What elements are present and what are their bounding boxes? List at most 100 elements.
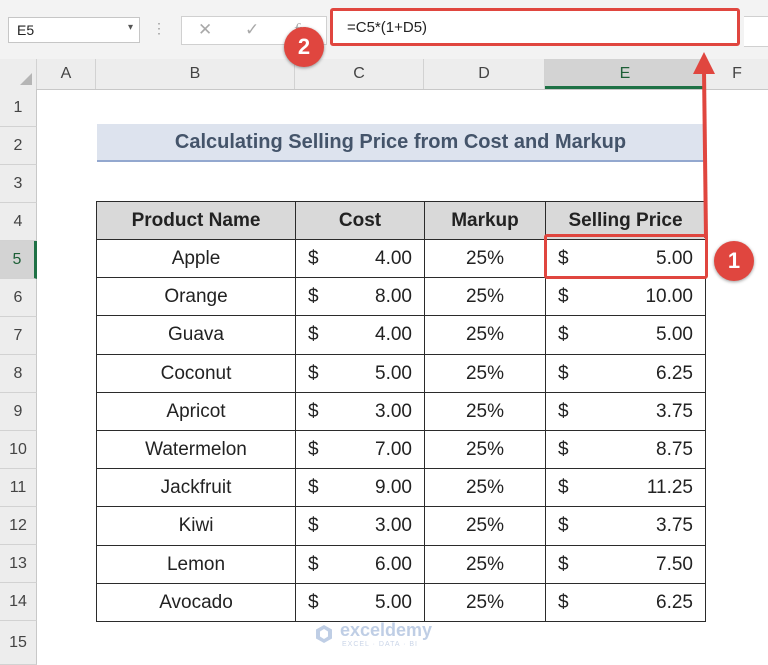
cost-value: 7.00 <box>375 439 412 460</box>
enter-icon[interactable]: ✓ <box>245 20 260 39</box>
cost-value: 9.00 <box>375 477 412 499</box>
row-header-6[interactable]: 6 <box>0 279 37 317</box>
row-header-1[interactable]: 1 <box>0 89 37 127</box>
product-cell[interactable]: Guava <box>97 316 296 355</box>
column-header-b[interactable]: B <box>96 59 295 89</box>
selling-price-value: 3.75 <box>656 515 693 537</box>
row-header-4[interactable]: 4 <box>0 203 37 241</box>
column-header-d[interactable]: D <box>424 59 545 89</box>
product-cell[interactable]: Jackfruit <box>97 469 296 508</box>
select-all-corner[interactable] <box>0 59 37 89</box>
header-markup[interactable]: Markup <box>425 202 546 240</box>
currency-symbol: $ <box>308 286 319 308</box>
product-cell[interactable]: Apple <box>97 240 296 279</box>
product-cell[interactable]: Avocado <box>97 583 296 622</box>
header-selling-price[interactable]: Selling Price <box>546 202 706 240</box>
selling-price-value: 5.00 <box>656 324 693 346</box>
row-header-8[interactable]: 8 <box>0 355 37 393</box>
cost-cell[interactable]: $5.00 <box>296 354 425 393</box>
currency-symbol: $ <box>558 515 569 537</box>
markup-cell[interactable]: 25% <box>425 545 546 584</box>
markup-cell[interactable]: 25% <box>425 240 546 279</box>
selling-price-cell[interactable]: $11.25 <box>546 469 706 508</box>
currency-symbol: $ <box>558 362 569 384</box>
cost-cell[interactable]: $9.00 <box>296 469 425 508</box>
selling-price-cell[interactable]: $5.00 <box>546 316 706 355</box>
formula-input[interactable]: =C5*(1+D5) <box>330 8 740 46</box>
currency-symbol: $ <box>558 477 569 499</box>
row-header-3[interactable]: 3 <box>0 165 37 203</box>
selling-price-cell[interactable]: $3.75 <box>546 392 706 431</box>
column-headers: A B C D E F <box>0 59 768 90</box>
exceldemy-logo-icon <box>316 625 332 643</box>
column-header-e[interactable]: E <box>545 59 706 89</box>
cost-cell[interactable]: $7.00 <box>296 431 425 470</box>
data-table: Product Name Cost Markup Selling Price A… <box>96 201 706 622</box>
currency-symbol: $ <box>558 400 569 422</box>
product-cell[interactable]: Kiwi <box>97 507 296 546</box>
selling-price-value: 3.75 <box>656 400 693 422</box>
selling-price-value: 7.50 <box>656 553 693 575</box>
markup-cell[interactable]: 25% <box>425 469 546 508</box>
cost-value: 5.00 <box>375 591 412 613</box>
markup-cell[interactable]: 25% <box>425 507 546 546</box>
header-cost[interactable]: Cost <box>296 202 425 240</box>
cost-cell[interactable]: $3.00 <box>296 507 425 546</box>
formula-bar: E5 ▾ ⋮ ✕ ✓ fx =C5*(1+D5) <box>0 0 768 60</box>
selling-price-cell[interactable]: $3.75 <box>546 507 706 546</box>
currency-symbol: $ <box>558 591 569 613</box>
markup-cell[interactable]: 25% <box>425 431 546 470</box>
currency-symbol: $ <box>308 553 319 575</box>
cost-cell[interactable]: $4.00 <box>296 240 425 279</box>
product-cell[interactable]: Coconut <box>97 354 296 393</box>
selling-price-value: 8.75 <box>656 439 693 460</box>
row-header-5[interactable]: 5 <box>0 241 37 279</box>
selling-price-cell[interactable]: $7.50 <box>546 545 706 584</box>
cost-value: 3.00 <box>375 400 412 422</box>
selling-price-cell[interactable]: $6.25 <box>546 583 706 622</box>
currency-symbol: $ <box>558 248 569 269</box>
row-header-11[interactable]: 11 <box>0 469 37 507</box>
cost-cell[interactable]: $3.00 <box>296 392 425 431</box>
cost-cell[interactable]: $4.00 <box>296 316 425 355</box>
currency-symbol: $ <box>558 286 569 308</box>
product-cell[interactable]: Orange <box>97 278 296 317</box>
sheet-title[interactable]: Calculating Selling Price from Cost and … <box>97 124 704 162</box>
row-header-15[interactable]: 15 <box>0 621 37 665</box>
row-header-14[interactable]: 14 <box>0 583 37 621</box>
header-product-name[interactable]: Product Name <box>97 202 296 240</box>
markup-cell[interactable]: 25% <box>425 278 546 317</box>
formula-bar-expand[interactable] <box>744 16 768 47</box>
column-header-c[interactable]: C <box>295 59 424 89</box>
row-header-13[interactable]: 13 <box>0 545 37 583</box>
currency-symbol: $ <box>308 362 319 384</box>
currency-symbol: $ <box>558 324 569 346</box>
column-header-f[interactable]: F <box>732 65 742 82</box>
selling-price-value: 11.25 <box>646 477 693 499</box>
product-cell[interactable]: Lemon <box>97 545 296 584</box>
cost-cell[interactable]: $8.00 <box>296 278 425 317</box>
markup-cell[interactable]: 25% <box>425 354 546 393</box>
selling-price-cell[interactable]: $10.00 <box>546 278 706 317</box>
product-cell[interactable]: Watermelon <box>97 431 296 470</box>
cancel-icon[interactable]: ✕ <box>198 20 213 39</box>
row-header-12[interactable]: 12 <box>0 507 37 545</box>
selling-price-cell[interactable]: $6.25 <box>546 354 706 393</box>
name-box[interactable]: E5 ▾ <box>8 17 140 43</box>
row-header-7[interactable]: 7 <box>0 317 37 355</box>
product-cell[interactable]: Apricot <box>97 392 296 431</box>
row-header-2[interactable]: 2 <box>0 127 37 165</box>
column-header-a[interactable]: A <box>37 59 96 89</box>
chevron-down-icon[interactable]: ▾ <box>127 22 133 33</box>
selling-price-cell[interactable]: $8.75 <box>546 431 706 470</box>
step-2-badge: 2 <box>284 27 324 67</box>
markup-cell[interactable]: 25% <box>425 392 546 431</box>
cost-cell[interactable]: $5.00 <box>296 583 425 622</box>
cost-value: 5.00 <box>375 362 412 384</box>
row-header-9[interactable]: 9 <box>0 393 37 431</box>
cost-cell[interactable]: $6.00 <box>296 545 425 584</box>
drag-handle-icon[interactable]: ⋮ <box>152 20 166 36</box>
markup-cell[interactable]: 25% <box>425 583 546 622</box>
markup-cell[interactable]: 25% <box>425 316 546 355</box>
row-header-10[interactable]: 10 <box>0 431 37 469</box>
